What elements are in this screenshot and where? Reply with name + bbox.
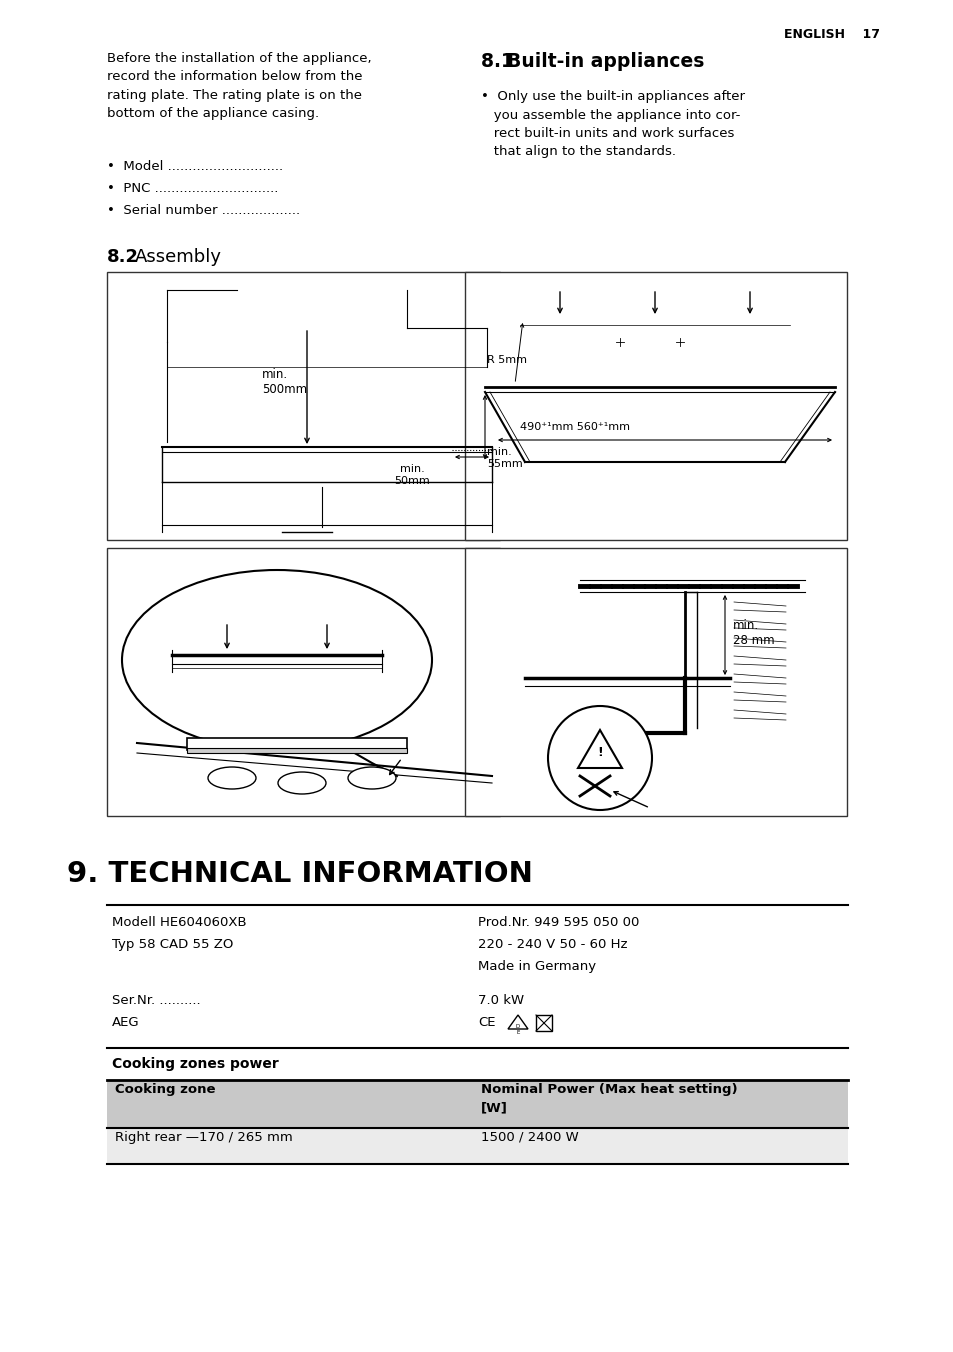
Bar <box>187 738 407 750</box>
Bar <box>107 1080 847 1128</box>
Text: Before the installation of the appliance,
record the information below from the
: Before the installation of the appliance… <box>107 51 372 120</box>
Bar <box>107 548 499 817</box>
Text: AEG: AEG <box>112 1015 139 1029</box>
Ellipse shape <box>376 306 381 311</box>
Bar <box>107 1128 847 1164</box>
Ellipse shape <box>348 767 395 790</box>
Text: Assembly: Assembly <box>135 247 222 266</box>
Text: •  PNC ..............................: • PNC .............................. <box>107 183 278 195</box>
Text: Ser.Nr. ..........: Ser.Nr. .......... <box>112 994 200 1007</box>
Text: ENGLISH    17: ENGLISH 17 <box>783 28 879 41</box>
Ellipse shape <box>232 492 282 518</box>
Ellipse shape <box>277 772 326 794</box>
Text: Cooking zone: Cooking zone <box>115 1083 215 1096</box>
Bar <box>519 316 789 387</box>
Ellipse shape <box>366 306 371 311</box>
Bar <box>107 272 499 539</box>
Ellipse shape <box>208 767 255 790</box>
Text: min.
500mm: min. 500mm <box>262 368 307 396</box>
Text: •  Model ............................: • Model ............................ <box>107 160 283 173</box>
Bar <box>536 1015 552 1032</box>
Text: 220 - 240 V 50 - 60 Hz: 220 - 240 V 50 - 60 Hz <box>477 938 627 950</box>
Bar <box>476 342 481 360</box>
Ellipse shape <box>232 462 282 488</box>
Bar <box>187 748 407 753</box>
Text: min.
50mm: min. 50mm <box>394 464 430 485</box>
Ellipse shape <box>341 462 392 488</box>
Polygon shape <box>578 730 621 768</box>
Bar <box>729 592 789 742</box>
Bar <box>464 272 846 539</box>
Text: min.
28 mm: min. 28 mm <box>732 619 774 648</box>
Ellipse shape <box>797 652 812 675</box>
Bar <box>265 504 269 518</box>
Text: !: ! <box>597 746 602 760</box>
Ellipse shape <box>356 306 361 311</box>
Text: R 5mm: R 5mm <box>486 356 526 365</box>
Text: 8.1: 8.1 <box>480 51 519 72</box>
Bar <box>464 548 846 817</box>
Bar <box>242 293 352 322</box>
Ellipse shape <box>341 492 392 518</box>
Text: 9. TECHNICAL INFORMATION: 9. TECHNICAL INFORMATION <box>67 860 533 888</box>
Text: Made in Germany: Made in Germany <box>477 960 596 973</box>
Text: 8.2: 8.2 <box>107 247 139 266</box>
Ellipse shape <box>547 706 651 810</box>
Text: •  Only use the built-in appliances after
   you assemble the appliance into cor: • Only use the built-in appliances after… <box>480 91 744 158</box>
Ellipse shape <box>614 338 625 346</box>
Ellipse shape <box>122 571 432 750</box>
Text: min.
55mm: min. 55mm <box>486 448 522 469</box>
Text: 490⁺¹mm 560⁺¹mm: 490⁺¹mm 560⁺¹mm <box>519 422 629 433</box>
Polygon shape <box>507 1015 527 1029</box>
Ellipse shape <box>673 338 685 346</box>
Text: Built-in appliances: Built-in appliances <box>506 51 703 72</box>
Text: Typ 58 CAD 55 ZO: Typ 58 CAD 55 ZO <box>112 938 233 950</box>
Text: Nominal Power (Max heat setting)
[W]: Nominal Power (Max heat setting) [W] <box>480 1083 737 1114</box>
Text: Right rear —170 / 265 mm: Right rear —170 / 265 mm <box>115 1132 293 1144</box>
Text: Modell HE604060XB: Modell HE604060XB <box>112 917 247 929</box>
Text: Cooking zones power: Cooking zones power <box>112 1057 278 1071</box>
Bar <box>202 450 452 525</box>
Bar <box>236 289 407 329</box>
Text: •  Serial number ...................: • Serial number ................... <box>107 204 300 218</box>
Ellipse shape <box>262 301 292 314</box>
Text: D
E: D E <box>516 1023 519 1034</box>
Bar <box>436 504 440 518</box>
Bar <box>599 327 700 357</box>
Text: CE: CE <box>477 1015 495 1029</box>
Text: 1500 / 2400 W: 1500 / 2400 W <box>480 1132 578 1144</box>
Text: Prod.Nr. 949 595 050 00: Prod.Nr. 949 595 050 00 <box>477 917 639 929</box>
Text: 7.0 kW: 7.0 kW <box>477 994 523 1007</box>
